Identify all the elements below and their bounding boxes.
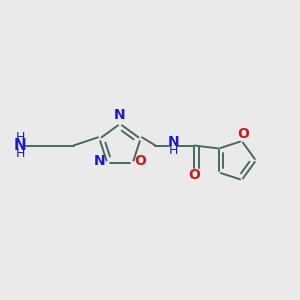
Text: N: N — [94, 154, 106, 169]
Text: O: O — [237, 128, 249, 142]
Text: N: N — [168, 135, 179, 149]
Text: H: H — [169, 144, 178, 158]
Text: H: H — [16, 147, 25, 161]
Text: N: N — [114, 108, 126, 122]
Text: H: H — [16, 130, 25, 144]
Text: O: O — [188, 168, 200, 182]
Text: N: N — [14, 138, 27, 153]
Text: O: O — [134, 154, 146, 169]
